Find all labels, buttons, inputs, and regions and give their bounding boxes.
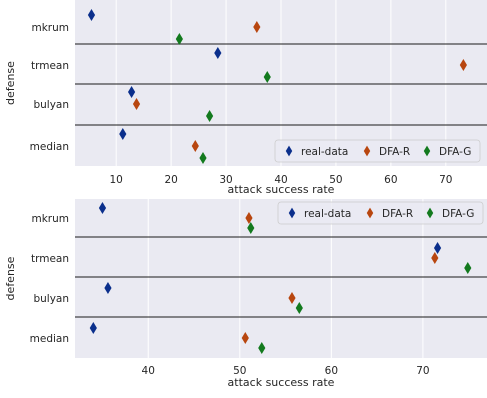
legend-label-DFA-R: DFA-R	[379, 146, 410, 158]
point-real-data-median	[89, 322, 97, 334]
legend-marker-DFA-G	[426, 207, 434, 219]
legend-marker-DFA-R	[366, 207, 374, 219]
y-tick-label-median: median	[30, 333, 69, 345]
legend-label-DFA-G: DFA-G	[439, 146, 471, 158]
x-tick-label: 60	[325, 365, 338, 377]
legend-label-DFA-G: DFA-G	[442, 208, 474, 220]
y-tick-label-median: median	[30, 141, 69, 153]
point-DFA-R-mkrum	[253, 21, 261, 33]
point-DFA-G-median	[199, 152, 207, 164]
point-real-data-bulyan	[104, 282, 112, 294]
point-DFA-G-trmean	[464, 262, 472, 274]
point-DFA-R-bulyan	[132, 98, 141, 110]
point-DFA-G-mkrum	[175, 33, 183, 45]
x-tick-label: 30	[219, 174, 232, 186]
point-DFA-G-bulyan	[205, 110, 214, 122]
panel-1: 10 20 30 40 50 60 70 mkrum trmean bulyan median att…	[4, 0, 487, 196]
legend-label-real-data: real-data	[301, 146, 348, 158]
point-real-data-median	[119, 128, 127, 140]
point-DFA-G-median	[258, 342, 266, 354]
point-real-data-mkrum	[87, 9, 96, 21]
point-real-data-trmean	[214, 47, 222, 59]
y-tick-label-mkrum: mkrum	[31, 213, 69, 225]
x-tick-label: 10	[110, 174, 123, 186]
y-tick-label-bulyan: bulyan	[33, 99, 69, 111]
x-tick-label: 40	[274, 174, 287, 186]
point-DFA-G-bulyan	[295, 302, 303, 314]
y-tick-label-trmean: trmean	[31, 60, 69, 72]
y-tick-label-mkrum: mkrum	[31, 22, 69, 34]
y-axis-label: defense	[4, 256, 17, 300]
x-tick-label: 60	[384, 174, 397, 186]
legend-marker-DFA-R	[363, 145, 371, 157]
x-tick-label: 40	[142, 365, 155, 377]
y-tick-label-trmean: trmean	[31, 253, 69, 265]
legend-box	[274, 139, 481, 163]
x-tick-label: 50	[233, 365, 246, 377]
point-DFA-R-bulyan	[288, 292, 296, 304]
point-DFA-R-trmean	[431, 252, 439, 264]
panel-2: 40 50 60 70 mkrum trmean bulyan median attack su…	[4, 199, 487, 389]
point-DFA-R-median	[191, 140, 199, 152]
legend-box	[277, 201, 484, 225]
x-tick-label: 20	[164, 174, 177, 186]
x-tick-label: 50	[329, 174, 342, 186]
legend-label-DFA-R: DFA-R	[382, 208, 413, 220]
legend-label-real-data: real-data	[304, 208, 351, 220]
y-tick-label-bulyan: bulyan	[33, 293, 69, 305]
plot-area-2	[75, 199, 487, 358]
legend-marker-real-data	[288, 207, 296, 219]
x-axis-label: attack success rate	[228, 183, 335, 196]
point-DFA-R-median	[241, 332, 249, 344]
legend-marker-real-data	[285, 145, 293, 157]
point-real-data-bulyan	[127, 86, 136, 98]
point-DFA-R-mkrum	[245, 212, 253, 224]
legend-marker-DFA-G	[423, 145, 431, 157]
point-DFA-R-trmean	[459, 59, 467, 71]
x-tick-label: 70	[439, 174, 452, 186]
point-real-data-mkrum	[98, 202, 107, 214]
x-axis-label: attack success rate	[228, 376, 335, 389]
point-real-data-trmean	[433, 242, 442, 254]
point-DFA-G-trmean	[263, 71, 271, 83]
x-tick-label: 70	[416, 365, 429, 377]
point-DFA-G-mkrum	[247, 222, 255, 234]
y-axis-label: defense	[4, 61, 17, 105]
